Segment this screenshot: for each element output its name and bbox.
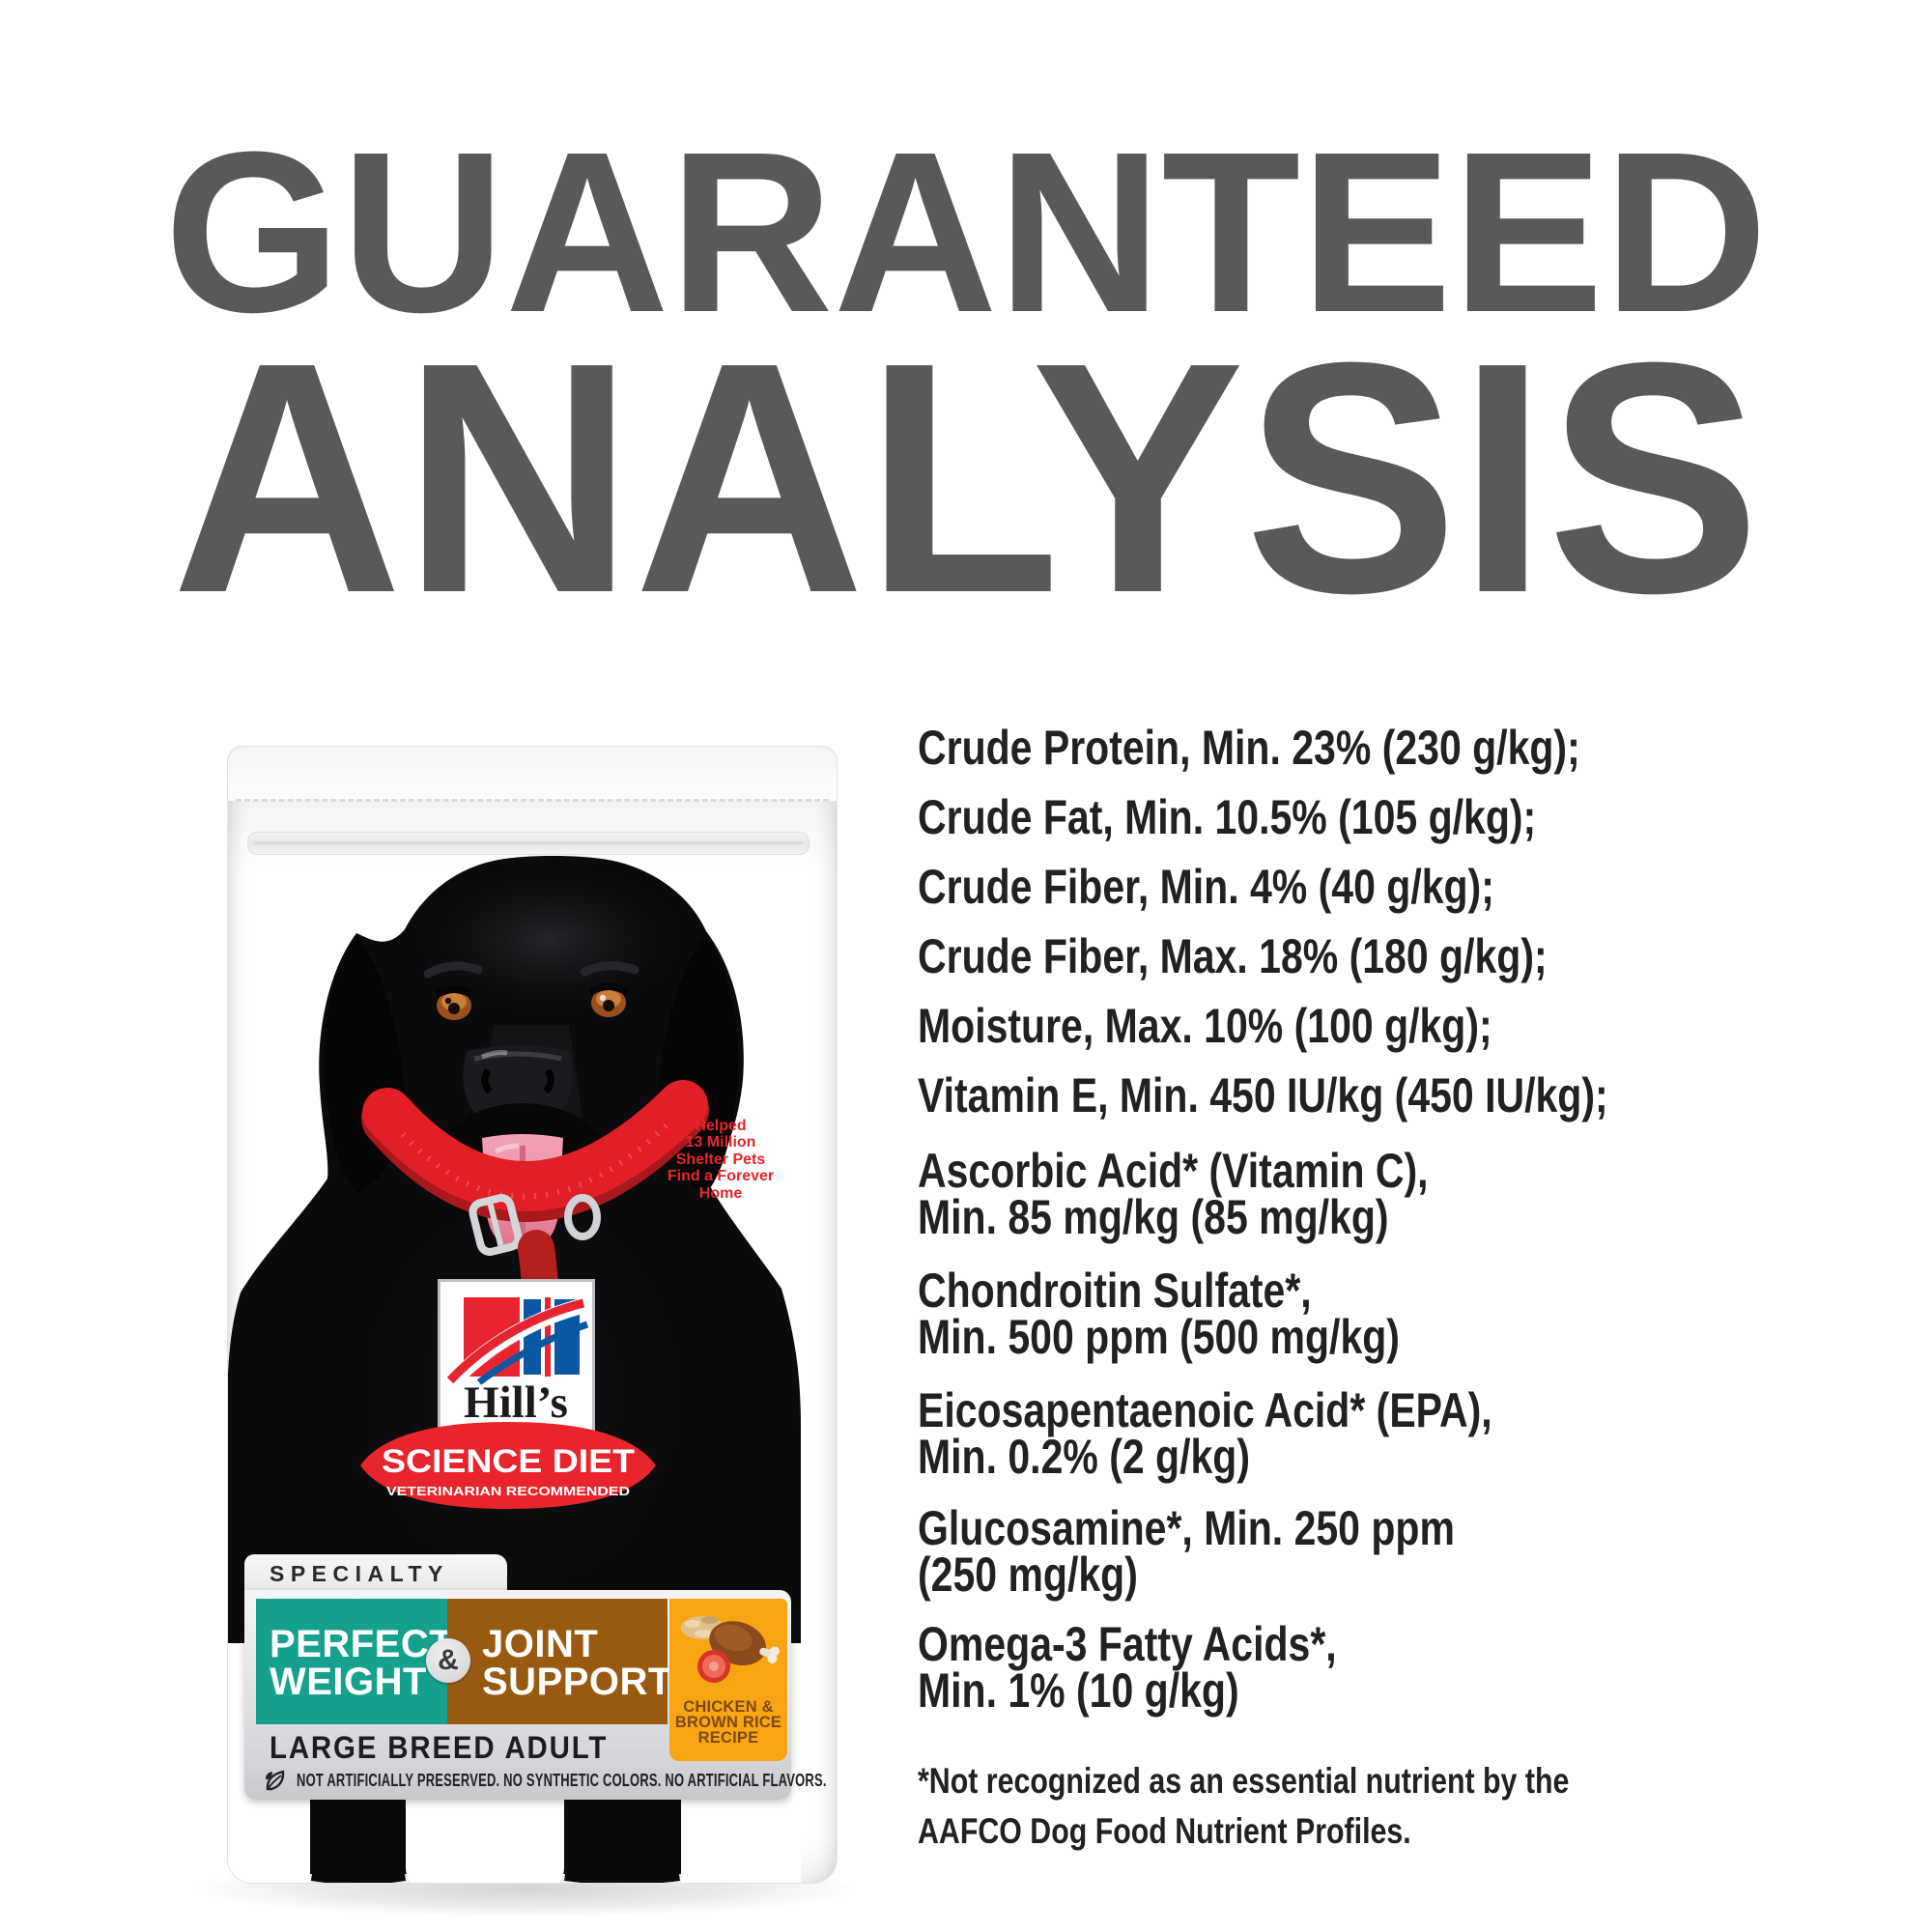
logo-swoosh bbox=[446, 1297, 589, 1388]
flavor-line: BROWN RICE bbox=[674, 1714, 782, 1731]
ga-item-chondroitin-sulfate: Chondroitin Sulfate*, Min. 500 ppm (500 … bbox=[918, 1264, 1725, 1364]
hills-logo-mark: Hill’s bbox=[446, 1295, 589, 1428]
guaranteed-analysis-list: Crude Protein, Min. 23% (230 g/kg); Crud… bbox=[918, 724, 1903, 1857]
category-label: SPECIALTY bbox=[270, 1561, 449, 1586]
ga-item-crude-fat: Crude Fat, Min. 10.5% (105 g/kg); bbox=[918, 790, 1725, 844]
title-line-1: GUARANTEED bbox=[164, 104, 1768, 360]
benefit-left-line: PERFECT bbox=[270, 1623, 454, 1665]
hills-wordmark: Hill’s bbox=[464, 1378, 568, 1428]
dog-left-brow bbox=[423, 961, 483, 979]
ga-item-ascorbic-acid: Ascorbic Acid* (Vitamin C), Min. 85 mg/k… bbox=[918, 1144, 1725, 1244]
ga-line: Crude Protein, Min. 23% (230 g/kg); bbox=[918, 721, 1580, 775]
ga-line: Min. 500 ppm (500 mg/kg) bbox=[918, 1310, 1400, 1364]
ampersand-badge: & bbox=[426, 1638, 470, 1683]
ga-line: Crude Fat, Min. 10.5% (105 g/kg); bbox=[918, 790, 1537, 844]
ga-line: Min. 85 mg/kg (85 mg/kg) bbox=[918, 1190, 1389, 1244]
ga-line: Min. 1% (10 g/kg) bbox=[918, 1663, 1239, 1718]
ga-line: Crude Fiber, Min. 4% (40 g/kg); bbox=[918, 860, 1494, 914]
ga-item-moisture: Moisture, Max. 10% (100 g/kg); bbox=[918, 999, 1725, 1053]
shelter-note-line: Shelter Pets bbox=[675, 1151, 766, 1168]
science-diet-tagline: VETERINARIAN RECOMMENDED bbox=[386, 1485, 630, 1498]
ga-line: Moisture, Max. 10% (100 g/kg); bbox=[918, 999, 1492, 1053]
ga-item-glucosamine: Glucosamine*, Min. 250 ppm (250 mg/kg) bbox=[918, 1501, 1725, 1602]
ga-item-omega3: Omega-3 Fatty Acids*, Min. 1% (10 g/kg) bbox=[918, 1617, 1725, 1718]
claims-text: NOT ARTIFICIALLY PRESERVED. NO SYNTHETIC… bbox=[297, 1770, 827, 1790]
claims-row: NOT ARTIFICIALLY PRESERVED. NO SYNTHETIC… bbox=[264, 1768, 837, 1793]
plaque-tab: SPECIALTY bbox=[244, 1554, 507, 1591]
dog-food-bag: Helped 13 Million Shelter Pets Find a Fo… bbox=[227, 746, 838, 1884]
dog-collar bbox=[361, 1080, 709, 1222]
ga-line: Min. 0.2% (2 g/kg) bbox=[918, 1430, 1251, 1484]
shelter-note: Helped 13 Million Shelter Pets Find a Fo… bbox=[634, 1118, 808, 1202]
right-paw bbox=[564, 1867, 680, 1883]
hills-logo: Hill’s bbox=[438, 1279, 595, 1435]
shelter-note-line: Home bbox=[698, 1184, 743, 1202]
shelter-note-line: Helped bbox=[695, 1118, 747, 1134]
bag-top-fold bbox=[228, 747, 837, 801]
science-diet-label: SCIENCE DIET bbox=[382, 1443, 635, 1480]
ga-item-vitamin-e: Vitamin E, Min. 450 IU/kg (450 IU/kg); bbox=[918, 1068, 1725, 1122]
left-paw bbox=[310, 1867, 407, 1883]
shelter-note-line: 13 Million bbox=[685, 1134, 756, 1151]
flavor-text: CHICKEN & BROWN RICE RECIPE bbox=[669, 1698, 787, 1747]
page-title: GUARANTEED ANALYSIS bbox=[164, 104, 1768, 628]
science-diet-badge: SCIENCE DIET VETERINARIAN RECOMMENDED bbox=[360, 1422, 656, 1509]
footnote-line: *Not recognized as an essential nutrient… bbox=[918, 1761, 1570, 1801]
bag-serration-line bbox=[236, 799, 829, 802]
life-stage-label: LARGE BREED ADULT bbox=[270, 1730, 609, 1765]
benefit-plaque: PERFECT WEIGHT JOINT SUPPORT & bbox=[244, 1590, 826, 1800]
benefit-joint-support: JOINT SUPPORT bbox=[447, 1599, 672, 1724]
ga-line: Eicosapentaenoic Acid* (EPA), bbox=[918, 1383, 1492, 1437]
tomato-slice bbox=[697, 1650, 730, 1683]
footnote-line: AAFCO Dog Food Nutrient Profiles. bbox=[918, 1811, 1411, 1851]
ga-line: Glucosamine*, Min. 250 ppm bbox=[918, 1501, 1455, 1555]
benefit-right-line: JOINT bbox=[482, 1623, 599, 1665]
ga-item-crude-fiber-min: Crude Fiber, Min. 4% (40 g/kg); bbox=[918, 860, 1725, 914]
ga-item-epa: Eicosapentaenoic Acid* (EPA), Min. 0.2% … bbox=[918, 1383, 1725, 1484]
leaf-icon bbox=[266, 1770, 285, 1791]
dog-right-brow bbox=[580, 961, 639, 977]
shelter-note-line: Find a Forever bbox=[667, 1168, 775, 1185]
fur-sheen-head bbox=[390, 868, 709, 1046]
dog-left-eye bbox=[433, 985, 475, 1020]
benefit-band: PERFECT WEIGHT JOINT SUPPORT bbox=[256, 1599, 672, 1724]
ga-line: Crude Fiber, Max. 18% (180 g/kg); bbox=[918, 929, 1548, 983]
benefit-right-line: SUPPORT bbox=[482, 1661, 672, 1703]
flavor-line: CHICKEN & bbox=[683, 1698, 774, 1716]
ga-line: Vitamin E, Min. 450 IU/kg (450 IU/kg); bbox=[918, 1068, 1608, 1122]
aafco-footnote: *Not recognized as an essential nutrient… bbox=[918, 1756, 1725, 1857]
ga-line: Chondroitin Sulfate*, bbox=[918, 1264, 1312, 1318]
collar-dring bbox=[564, 1194, 601, 1240]
benefit-perfect-weight: PERFECT WEIGHT bbox=[256, 1599, 454, 1724]
ga-line: (250 mg/kg) bbox=[918, 1548, 1138, 1602]
ga-line: Ascorbic Acid* (Vitamin C), bbox=[918, 1144, 1429, 1198]
ga-item-crude-protein: Crude Protein, Min. 23% (230 g/kg); bbox=[918, 721, 1725, 775]
dog-right-eye bbox=[587, 982, 630, 1017]
benefit-left-line: WEIGHT bbox=[270, 1661, 427, 1703]
chicken-rice-illustration bbox=[681, 1616, 780, 1683]
science-diet-oval bbox=[360, 1422, 656, 1509]
ga-line: Omega-3 Fatty Acids*, bbox=[918, 1617, 1337, 1671]
flavor-panel: CHICKEN & BROWN RICE RECIPE bbox=[669, 1599, 787, 1761]
ga-item-crude-fiber-max: Crude Fiber, Max. 18% (180 g/kg); bbox=[918, 929, 1725, 983]
flavor-line: RECIPE bbox=[697, 1729, 759, 1747]
title-line-2: ANALYSIS bbox=[172, 295, 1761, 628]
bag-zipper bbox=[247, 832, 810, 855]
